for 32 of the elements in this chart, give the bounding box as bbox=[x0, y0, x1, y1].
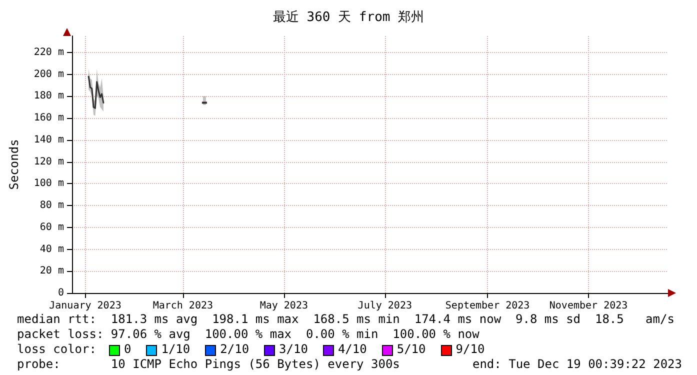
text: probe: 10 ICMP Echo Pings (56 Bytes) every 300s bbox=[17, 357, 400, 371]
text: 4/10 bbox=[338, 342, 367, 356]
y-tick-label: 140 m bbox=[34, 134, 64, 146]
text: 9/10 bbox=[456, 342, 485, 356]
x-tick-label: November 2023 bbox=[549, 300, 628, 312]
text: packet loss: 97.06 % avg 100.00 % max 0.00 % min 100.00 % now bbox=[17, 327, 480, 341]
text: 3/10 bbox=[279, 342, 308, 356]
y-tick-label: 40 m bbox=[40, 244, 64, 255]
text: loss color: bbox=[17, 342, 96, 356]
text: end: Tue Dec 19 00:39:22 2023 bbox=[472, 357, 682, 371]
x-tick-label: May 2023 bbox=[260, 300, 308, 312]
text: 0 bbox=[124, 342, 132, 356]
text: 2/10 bbox=[220, 342, 250, 356]
y-tick-label: 220 m bbox=[34, 46, 64, 58]
text: 1/10 bbox=[161, 342, 190, 356]
x-tick-label: March 2023 bbox=[152, 300, 214, 312]
y-tick-label: 0 bbox=[58, 288, 64, 298]
x-tick-label: September 2023 bbox=[445, 300, 530, 312]
y-tick-label: 120 m bbox=[34, 156, 64, 168]
y-tick-label: 100 m bbox=[34, 178, 64, 190]
y-tick-label: 20 m bbox=[40, 266, 64, 277]
text: 5/10 bbox=[396, 342, 426, 356]
y-tick-label: 60 m bbox=[40, 222, 64, 233]
y-tick-label: 200 m bbox=[34, 68, 64, 80]
chart-title: 最近 360 天 from 郑州 bbox=[272, 10, 424, 25]
x-tick-label: July 2023 bbox=[358, 300, 412, 312]
x-tick-label: January 2023 bbox=[49, 300, 122, 312]
y-tick-label: 160 m bbox=[34, 112, 64, 124]
y-tick-label: 180 m bbox=[34, 90, 64, 102]
y-tick-label: 80 m bbox=[40, 200, 64, 212]
y-axis-title: Seconds bbox=[7, 139, 21, 190]
text: median rtt: 181.3 ms avg 198.1 ms max 168.5 ms min 174.4 ms now 9.8 ms sd 18.5 am/s bbox=[17, 312, 674, 326]
